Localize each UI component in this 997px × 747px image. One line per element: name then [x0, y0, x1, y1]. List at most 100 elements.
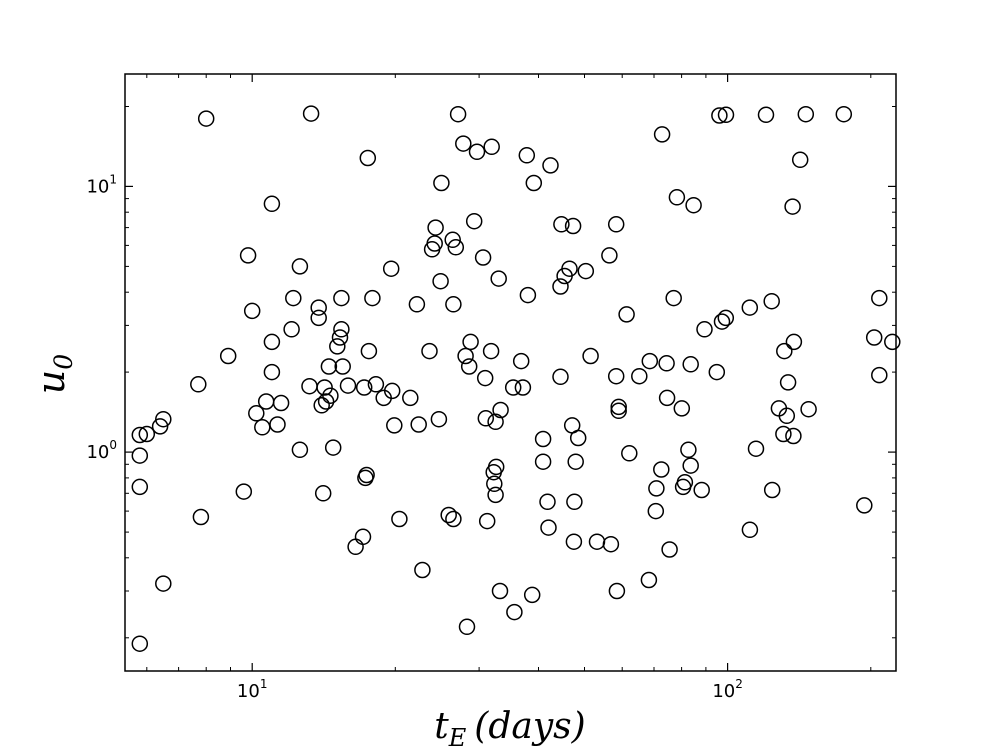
- data-point: [138, 425, 156, 443]
- data-point: [151, 418, 169, 435]
- data-point: [785, 427, 802, 445]
- data-point: [460, 358, 478, 375]
- data-point: [717, 309, 735, 327]
- data-point: [291, 258, 309, 275]
- x-tick-label: 102: [712, 677, 743, 702]
- data-point: [741, 299, 759, 316]
- data-point: [476, 369, 494, 387]
- data-point: [661, 541, 678, 558]
- data-point: [285, 289, 302, 307]
- data-point: [334, 358, 351, 375]
- data-point: [310, 299, 327, 316]
- data-point: [776, 342, 793, 360]
- data-point: [440, 506, 457, 524]
- data-point: [747, 440, 765, 457]
- data-point: [577, 262, 595, 280]
- data-point: [641, 352, 659, 370]
- data-point: [610, 402, 627, 420]
- data-point: [455, 135, 472, 152]
- x-tick-label: 101: [237, 677, 268, 702]
- data-point: [784, 198, 801, 215]
- data-point: [457, 347, 474, 365]
- data-point: [458, 618, 476, 636]
- data-point: [333, 289, 350, 307]
- data-point: [492, 401, 509, 419]
- data-point: [682, 457, 699, 474]
- data-point: [518, 147, 536, 164]
- data-point: [640, 571, 658, 589]
- data-point: [685, 196, 702, 214]
- data-point: [386, 417, 403, 434]
- data-point: [329, 338, 346, 355]
- data-point: [865, 329, 883, 346]
- data-point: [539, 493, 556, 511]
- data-point: [566, 493, 583, 511]
- data-point: [432, 272, 449, 290]
- data-point: [490, 270, 507, 287]
- data-point: [564, 217, 582, 235]
- data-point: [322, 387, 339, 404]
- data-point: [486, 475, 503, 493]
- data-point: [243, 302, 261, 320]
- data-point: [433, 174, 450, 192]
- data-point: [131, 635, 149, 652]
- data-point: [779, 374, 797, 391]
- data-point: [131, 426, 149, 444]
- data-point: [248, 405, 265, 422]
- data-point: [291, 441, 309, 459]
- data-point: [131, 447, 149, 464]
- data-point: [791, 151, 809, 169]
- data-point: [468, 143, 486, 161]
- data-point: [800, 400, 817, 418]
- data-point: [331, 329, 349, 346]
- data-point: [601, 247, 618, 264]
- data-point: [364, 289, 381, 307]
- data-point: [553, 216, 570, 233]
- data-point: [197, 110, 215, 127]
- data-point: [367, 376, 385, 393]
- data-point: [785, 333, 803, 351]
- data-point: [317, 393, 335, 410]
- data-point: [711, 107, 728, 124]
- data-point: [653, 126, 671, 143]
- data-point: [272, 394, 290, 412]
- data-point: [871, 366, 888, 384]
- data-point: [269, 416, 286, 433]
- data-point: [567, 453, 584, 470]
- data-point: [871, 289, 888, 307]
- data-point: [512, 352, 530, 370]
- data-point: [383, 382, 401, 400]
- data-point: [310, 309, 327, 327]
- data-point: [569, 429, 587, 447]
- data-point: [359, 149, 377, 167]
- data-point: [884, 333, 901, 351]
- data-point: [504, 379, 522, 396]
- data-point: [658, 389, 676, 407]
- data-point: [314, 485, 332, 502]
- data-point: [763, 481, 781, 499]
- y-tick-label: 101: [86, 172, 117, 197]
- data-point: [763, 292, 780, 310]
- data-point: [607, 367, 625, 385]
- data-points: [131, 105, 901, 652]
- x-axis-ticks: 101 102: [237, 74, 743, 702]
- data-point: [693, 481, 710, 499]
- data-point: [713, 313, 731, 330]
- data-point: [155, 575, 172, 592]
- data-point: [835, 105, 853, 123]
- data-point: [263, 195, 281, 213]
- data-point: [680, 441, 697, 459]
- data-point: [607, 216, 625, 233]
- data-point: [478, 512, 496, 530]
- data-point: [648, 480, 665, 497]
- data-point: [856, 497, 873, 514]
- data-point: [487, 486, 504, 504]
- data-point: [477, 410, 495, 427]
- data-point: [658, 355, 675, 372]
- data-point: [588, 533, 606, 550]
- data-point: [582, 347, 599, 365]
- data-point: [542, 157, 559, 174]
- data-point: [391, 510, 408, 528]
- data-point: [621, 445, 638, 462]
